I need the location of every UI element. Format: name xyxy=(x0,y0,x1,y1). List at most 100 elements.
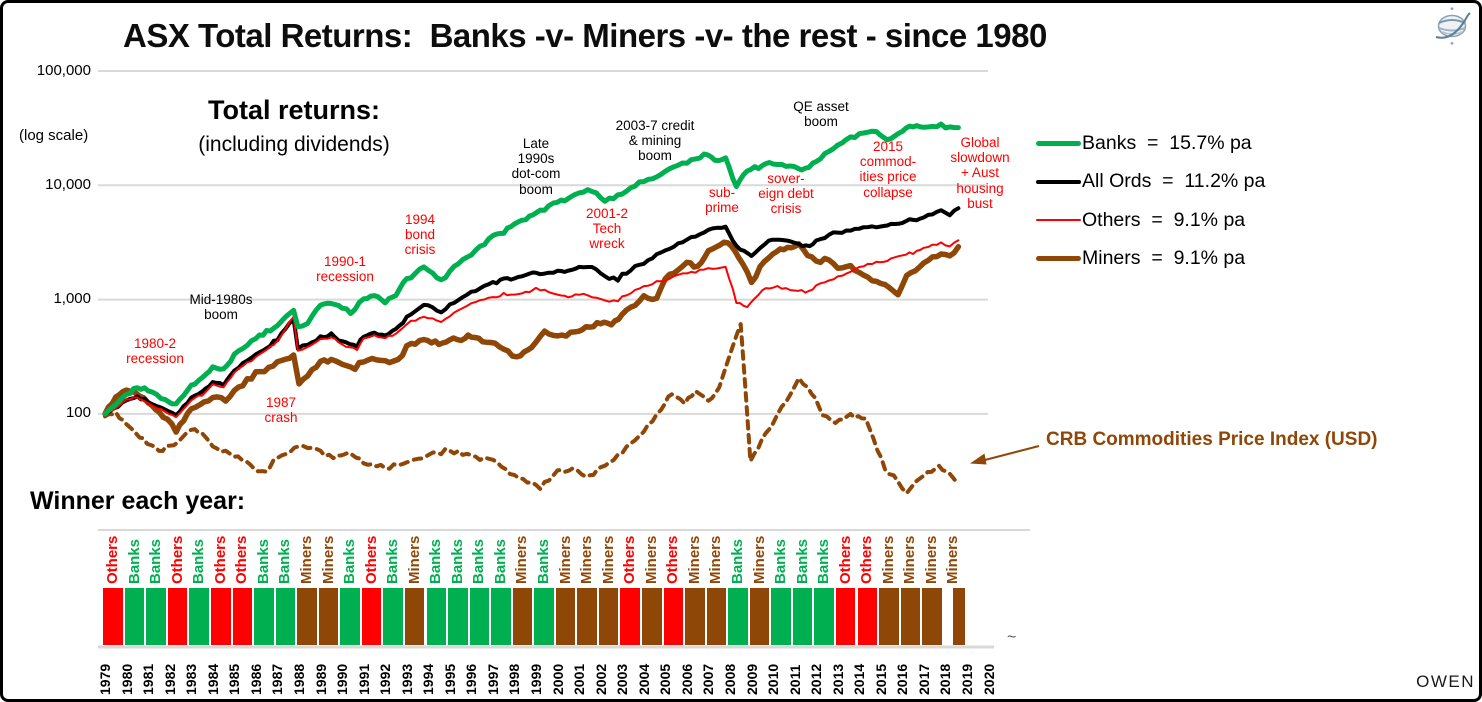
annotation: Mid-1980s boom xyxy=(189,292,253,323)
year-tick-2013: 2013 xyxy=(829,663,846,695)
winner-label-2016: Miners xyxy=(901,535,919,584)
annotation: QE asset boom xyxy=(793,99,849,130)
chart-subtitle: Total returns: xyxy=(207,95,380,125)
year-tick-1993: 1993 xyxy=(398,663,415,695)
chart-series xyxy=(102,121,962,496)
year-tick-2010: 2010 xyxy=(765,663,782,695)
annotation: 2003-7 credit & mining boom xyxy=(615,118,695,164)
year-tick-2005: 2005 xyxy=(657,663,674,695)
winner-label-2009: Miners xyxy=(750,535,768,584)
series-crb-commodities-price-index-usd- xyxy=(103,322,961,496)
winner-label-1989: Miners xyxy=(319,535,337,584)
winner-bar-2017 xyxy=(922,588,942,645)
legend-item-all-ords: All Ords = 11.2% pa xyxy=(1036,169,1265,195)
legend-swatch xyxy=(1036,140,1081,146)
year-tick-2004: 2004 xyxy=(635,663,652,695)
year-tick-2011: 2011 xyxy=(786,664,803,695)
winner-bar-2000 xyxy=(555,588,576,645)
legend-item-others: Others = 9.1% pa xyxy=(1036,207,1265,233)
winner-heading: Winner each year: xyxy=(30,487,246,515)
legend-item-banks: Banks = 15.7% pa xyxy=(1036,130,1265,156)
legend-label: Others = 9.1% pa xyxy=(1082,208,1246,231)
winner-label-2003: Others xyxy=(621,535,639,584)
annotation: Late 1990s dot-com boom xyxy=(511,136,561,197)
legend-label: All Ords = 11.2% pa xyxy=(1082,170,1266,192)
winner-bar-1996 xyxy=(469,588,490,645)
winner-bar-2005 xyxy=(663,588,684,645)
year-tick-1991: 1991 xyxy=(355,663,372,695)
year-tick-1996: 1996 xyxy=(463,663,480,695)
winner-label-2010: Banks xyxy=(772,538,790,584)
winner-label-1992: Banks xyxy=(384,538,402,584)
year-tick-1982: 1982 xyxy=(161,663,178,695)
winner-label-2008: Banks xyxy=(728,538,746,584)
winner-label-1986: Banks xyxy=(254,538,272,584)
winner-label-1985: Others xyxy=(233,535,251,584)
year-tick-2009: 2009 xyxy=(743,663,760,695)
annotation: 2015 commod- ities price collapse xyxy=(859,139,917,200)
year-tick-1985: 1985 xyxy=(226,663,243,695)
year-tick-1997: 1997 xyxy=(484,663,501,695)
winner-label-1990: Banks xyxy=(341,538,359,584)
winner-label-2014: Others xyxy=(858,535,876,584)
year-tick-2012: 2012 xyxy=(808,663,825,695)
series-others xyxy=(104,239,960,419)
winner-label-2011: Banks xyxy=(793,538,811,584)
annotation: 1990-1 recession xyxy=(316,254,374,285)
returns-chart xyxy=(98,70,1040,649)
winner-label-2012: Banks xyxy=(815,538,833,584)
winner-label-1988: Miners xyxy=(297,535,315,584)
year-tick-1986: 1986 xyxy=(247,663,264,695)
year-tick-1979: 1979 xyxy=(97,663,113,695)
globe-logo-icon xyxy=(1432,6,1472,51)
winner-bar-2012 xyxy=(814,588,834,645)
winner-label-2006: Miners xyxy=(685,535,703,584)
y-tick-100,000: 100,000 xyxy=(36,61,91,79)
annotation: 1994 bond crisis xyxy=(404,212,436,258)
winner-bar-1995 xyxy=(448,588,468,645)
winner-bar-1981 xyxy=(146,588,166,645)
chart-subtitle-note: (including dividends) xyxy=(198,133,390,156)
winner-bar-2006 xyxy=(685,588,705,645)
year-tick-2006: 2006 xyxy=(678,663,695,695)
year-tick-2020: 2020 xyxy=(980,663,997,695)
annotation: 1980-2 recession xyxy=(126,336,184,367)
winner-label-2004: Miners xyxy=(642,535,660,584)
winner-label-2001: Miners xyxy=(578,535,596,584)
y-tick-1,000: 1,000 xyxy=(53,290,91,308)
winner-bar-2011 xyxy=(792,588,813,645)
winner-bar-1984 xyxy=(211,588,231,645)
winner-bar-1980 xyxy=(124,588,145,645)
year-tick-2002: 2002 xyxy=(592,663,609,695)
annotation: sub- prime xyxy=(705,185,739,216)
legend-label: Miners = 9.1% pa xyxy=(1082,247,1246,269)
year-tick-1994: 1994 xyxy=(420,663,437,695)
annotation: 1987 crash xyxy=(264,395,298,426)
annotation: Global slowdown + Aust housing bust xyxy=(950,135,1010,211)
winner-bar-1985 xyxy=(232,588,253,645)
year-tick-1995: 1995 xyxy=(441,663,458,695)
winner-bar-1989 xyxy=(318,588,339,645)
winner-label-1996: Banks xyxy=(470,538,488,584)
watermark-owen: OWEN xyxy=(1416,672,1475,691)
annotation: sover- eign debt crisis xyxy=(758,171,814,217)
year-tick-2001: 2001 xyxy=(571,663,588,695)
legend-swatch xyxy=(1036,256,1081,261)
year-tick-1981: 1981 xyxy=(140,663,157,695)
winner-label-2018: Miners xyxy=(944,535,962,584)
chart-legend: Banks = 15.7% pa All Ords = 11.2% pa Other… xyxy=(1036,130,1265,284)
winner-bar-1999 xyxy=(534,588,554,645)
winner-label-1979: Others xyxy=(104,535,121,584)
winner-label-2013: Others xyxy=(836,535,854,584)
winner-bar-2016 xyxy=(900,588,921,645)
winner-bar-2013 xyxy=(835,588,856,645)
year-tick-2016: 2016 xyxy=(894,663,911,695)
legend-swatch xyxy=(1036,179,1081,184)
winner-bar-2010 xyxy=(771,588,791,645)
winner-label-1991: Others xyxy=(362,535,380,584)
winner-bar-2008 xyxy=(728,588,748,645)
page-title: ASX Total Returns: Banks -v- Miners -v- … xyxy=(123,17,1047,54)
winner-label-1987: Banks xyxy=(276,538,294,584)
winner-label-1980: Banks xyxy=(125,538,143,584)
winner-bar-2007 xyxy=(706,588,727,645)
